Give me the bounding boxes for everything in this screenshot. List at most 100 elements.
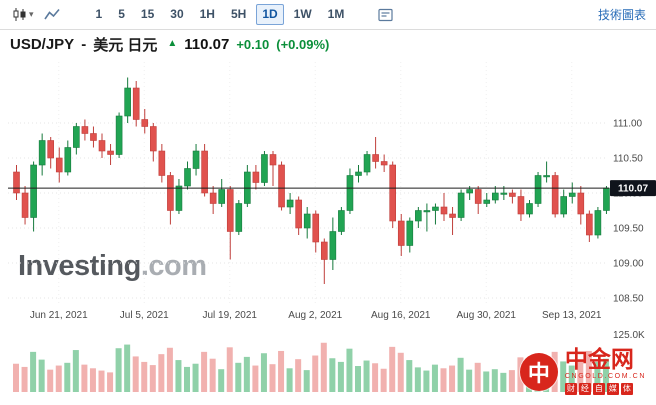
candle-body: [423, 210, 431, 213]
volume-bar: [568, 365, 575, 392]
candle-body: [320, 241, 328, 260]
volume-bar: [278, 350, 285, 392]
volume-bar: [560, 361, 567, 392]
candle-body: [560, 196, 568, 215]
interval-button-1m[interactable]: 1M: [322, 4, 351, 24]
chevron-down-icon: ▾: [29, 9, 34, 19]
volume-bar: [72, 350, 79, 392]
volume-bar: [226, 347, 233, 392]
volume-bar: [372, 363, 379, 392]
volume-bar: [466, 369, 473, 392]
y-axis-label: 109.50: [613, 224, 644, 235]
candle-body: [192, 150, 200, 169]
candle-body: [73, 126, 80, 148]
volume-bar: [312, 355, 319, 392]
candle-body: [167, 175, 174, 211]
line-chart-button[interactable]: [42, 5, 62, 24]
volume-bar: [218, 369, 225, 392]
interval-button-30[interactable]: 30: [164, 4, 189, 24]
interval-button-5h[interactable]: 5H: [225, 4, 252, 24]
candle-body: [440, 206, 448, 215]
volume-bar: [431, 364, 438, 392]
x-axis-label: Sep 13, 2021: [542, 310, 602, 321]
volume-bar: [38, 359, 45, 392]
volume-bar: [175, 360, 182, 392]
candle-body: [509, 192, 516, 197]
volume-bar: [397, 352, 404, 392]
indicators-button[interactable]: [376, 6, 395, 24]
volume-bar: [149, 365, 156, 392]
volume-bar: [47, 369, 54, 392]
candle-body: [432, 206, 439, 211]
candle-body: [132, 87, 140, 120]
candle-body: [603, 187, 610, 211]
candle-body: [363, 154, 371, 173]
candle-body: [286, 199, 294, 208]
volume-bar: [474, 362, 481, 392]
candle-body: [21, 192, 29, 218]
interval-button-1d[interactable]: 1D: [256, 4, 284, 25]
watermark-brand: Investing: [18, 250, 141, 282]
candle-body: [90, 133, 97, 141]
volume-bar: [252, 365, 259, 392]
logo-tagline-char: 自: [592, 383, 605, 395]
candle-body: [30, 164, 37, 218]
tech-chart-link[interactable]: 技術圖表: [597, 8, 646, 22]
logo-tagline-char: 经: [578, 383, 591, 395]
volume-bar: [243, 356, 250, 392]
last-price: 110.07: [184, 35, 230, 53]
indicators-icon: [378, 8, 393, 21]
last-price-badge-value: 110.07: [618, 184, 648, 195]
candle-body: [551, 175, 559, 215]
candle-body: [235, 203, 243, 232]
candle-body: [81, 126, 89, 134]
candle-body: [474, 189, 482, 204]
candle-body: [449, 213, 456, 218]
volume-bar: [13, 363, 19, 392]
volume-bar: [380, 368, 387, 392]
cngold-name: 中金网: [564, 346, 634, 372]
candle-body: [184, 168, 191, 187]
chart-type-button[interactable]: ▾: [10, 5, 36, 24]
candle-body: [543, 175, 550, 178]
interval-button-1w[interactable]: 1W: [288, 4, 318, 24]
x-axis-label: Jun 21, 2021: [30, 310, 88, 321]
candle-body: [526, 203, 533, 215]
interval-button-15[interactable]: 15: [135, 4, 160, 24]
candle-body: [406, 220, 414, 246]
candle-body: [201, 150, 208, 194]
logo-tagline-char: 财: [564, 383, 577, 395]
volume-bar: [235, 362, 242, 392]
price-change-pct: (+0.09%): [276, 36, 330, 52]
instrument-name-cn: 美元 日元: [93, 36, 158, 54]
volume-bar: [602, 358, 609, 392]
instrument-symbol: USD/JPY: [10, 35, 75, 53]
candle-body: [594, 210, 602, 236]
candle-body: [534, 175, 542, 204]
x-axis-label: Aug 2, 2021: [288, 310, 342, 321]
candle-body: [355, 171, 362, 176]
volume-bar: [508, 370, 515, 392]
candle-body: [47, 140, 55, 159]
y-axis-label: 109.00: [613, 259, 644, 270]
candle-body: [466, 189, 473, 194]
candle-body: [226, 189, 234, 232]
investing-watermark: Investing.com: [18, 250, 207, 283]
interval-button-1h[interactable]: 1H: [194, 4, 221, 24]
volume-bar: [141, 361, 148, 392]
candle-body: [98, 140, 106, 152]
volume-bar: [363, 360, 370, 392]
interval-button-5[interactable]: 5: [112, 4, 131, 24]
volume-bar: [166, 347, 173, 392]
line-chart-icon: [43, 8, 60, 20]
candle-body: [150, 126, 157, 152]
volume-bar: [329, 358, 336, 392]
candle-body: [175, 185, 183, 211]
volume-bar: [260, 353, 267, 392]
instrument-header: USD/JPY - 美元 日元 ▲ 110.07 +0.10 (+0.09%): [0, 31, 339, 57]
volume-bar: [483, 371, 490, 392]
candle-body: [517, 196, 525, 215]
interval-button-1[interactable]: 1: [90, 4, 109, 24]
y-axis-label: 108.50: [613, 294, 644, 305]
